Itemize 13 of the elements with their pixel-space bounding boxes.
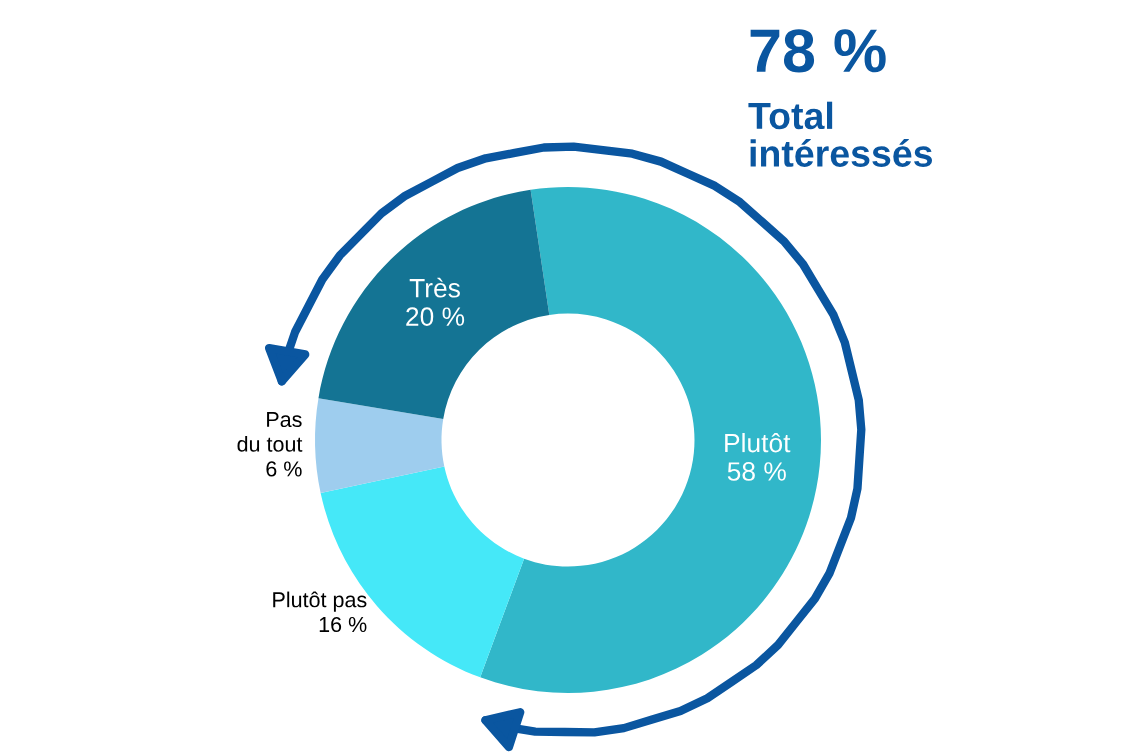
data-label: 20 % xyxy=(406,307,465,326)
slice-label: Plutôt xyxy=(725,432,791,453)
slice-label: Très xyxy=(409,277,460,298)
donut-slice xyxy=(480,187,821,693)
data-label: 16 % xyxy=(319,616,367,633)
slice-label: Pas du tout xyxy=(237,412,303,452)
chart-title: 78 % xyxy=(750,29,886,73)
data-label: 58 % xyxy=(727,462,786,481)
donut-slice xyxy=(315,398,445,494)
data-label: 6 % xyxy=(266,461,302,477)
chart-subtitle: Total intéressés xyxy=(748,101,932,167)
slice-label: Plutôt pas xyxy=(273,591,367,612)
donut-slice xyxy=(318,189,550,420)
